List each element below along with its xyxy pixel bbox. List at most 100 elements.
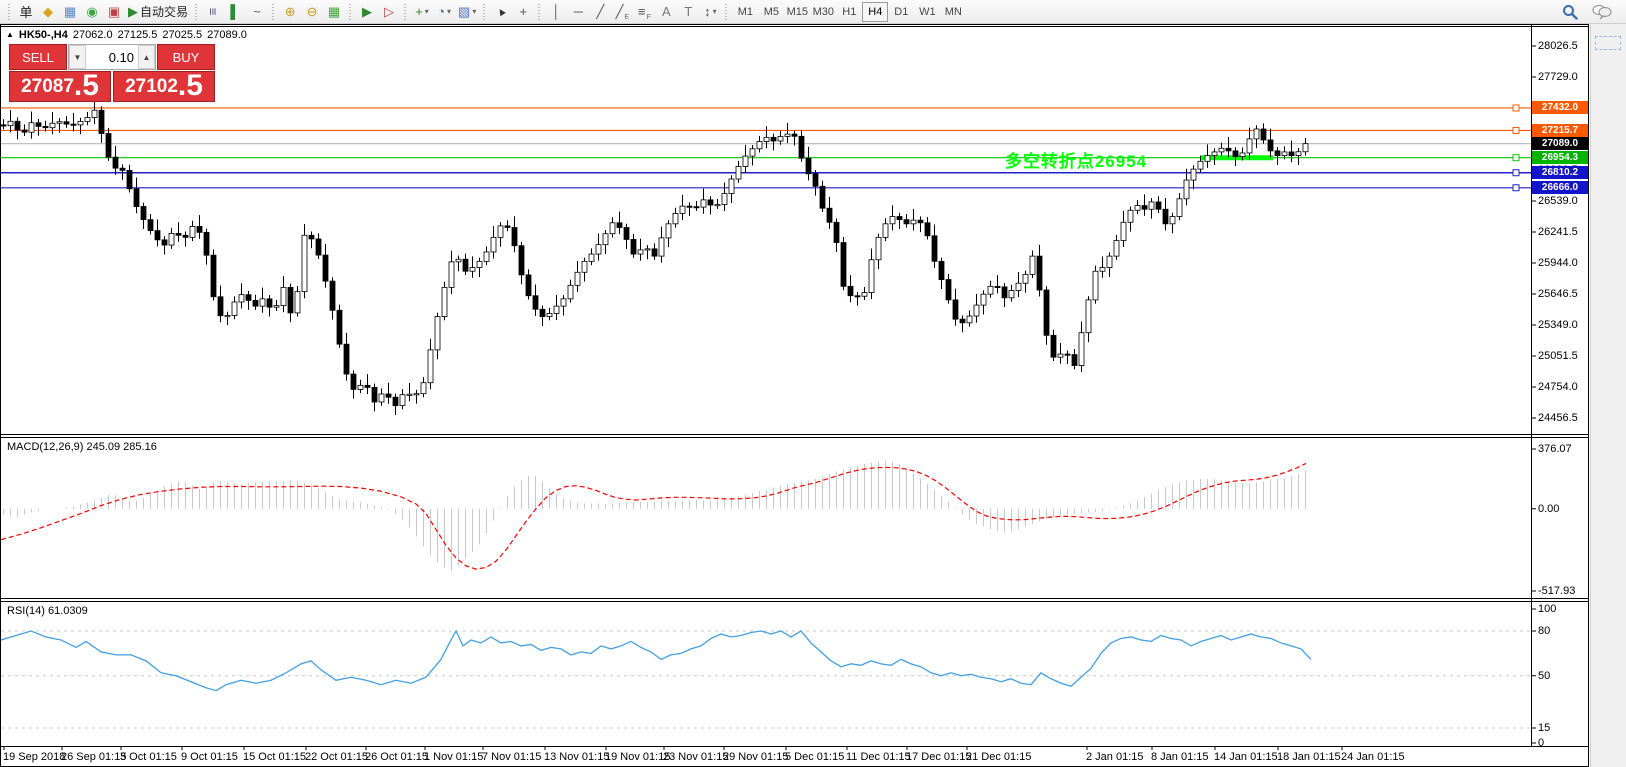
timeframe-H1[interactable]: H1 <box>842 5 857 18</box>
hline-handle[interactable] <box>1512 126 1520 134</box>
volume-up-button[interactable]: ▲ <box>138 45 155 69</box>
symbol-period: HK50-,H4 <box>18 29 68 41</box>
candle-body <box>651 248 658 257</box>
candle-body <box>952 299 959 320</box>
vertical-line-icon: │ <box>552 4 561 19</box>
line-chart-icon[interactable]: ~ <box>246 2 268 22</box>
candle-body <box>231 301 238 316</box>
collapse-panel-icon[interactable]: ▲ <box>6 30 14 39</box>
candle-body <box>434 316 441 351</box>
hline-handle[interactable] <box>1512 104 1520 112</box>
candle-body <box>70 123 77 126</box>
candle-body <box>1302 143 1309 153</box>
candle-body <box>322 254 329 282</box>
candle-body <box>364 384 371 388</box>
tile-windows-icon[interactable]: ▦ <box>323 2 345 22</box>
candle-body <box>105 133 112 158</box>
candle-body <box>133 188 140 207</box>
bar-chart-icon[interactable]: ≡ <box>202 2 224 22</box>
timeframe-M1[interactable]: M1 <box>737 5 753 18</box>
navigator-icon[interactable]: ◉ <box>81 2 103 22</box>
terminal-icon: ▣ <box>107 3 121 19</box>
candle-body <box>735 166 742 180</box>
text-label-icon[interactable]: T <box>677 2 699 22</box>
auto-scroll-icon[interactable]: ▶ <box>356 2 378 22</box>
candle-body <box>1022 273 1029 284</box>
indicators-icon-dropdown[interactable]: ▾ <box>424 7 429 16</box>
macd-splitter[interactable] <box>1 434 1588 438</box>
timeframe-D1[interactable]: D1 <box>894 5 909 18</box>
timeframe-MN[interactable]: MN <box>944 5 962 18</box>
hline-handle[interactable] <box>1512 169 1520 177</box>
timeframe-W1[interactable]: W1 <box>919 5 936 18</box>
timeframe-M15[interactable]: M15 <box>786 5 809 18</box>
orders-icon[interactable]: 单 <box>15 2 37 22</box>
periods-icon-dropdown[interactable]: ▾ <box>446 7 451 16</box>
zoom-out-icon[interactable]: ⊖ <box>301 2 323 22</box>
chat-icon[interactable] <box>1592 4 1612 20</box>
candle-body <box>623 227 630 240</box>
buy-button[interactable]: BUY <box>157 44 215 70</box>
candle-body <box>399 394 406 407</box>
candle-body <box>609 222 616 235</box>
timeframe-H4[interactable]: H4 <box>862 1 889 22</box>
buy-price-fraction: .5 <box>177 69 203 102</box>
templates-icon-dropdown[interactable]: ▾ <box>472 7 477 16</box>
crosshair-icon[interactable]: + <box>512 2 534 22</box>
timeframe-M5[interactable]: M5 <box>763 5 779 18</box>
zoom-in-icon[interactable]: ⊕ <box>279 2 301 22</box>
candle-body <box>581 260 588 273</box>
timeframe-M30[interactable]: M30 <box>812 5 835 18</box>
sell-button[interactable]: SELL <box>9 44 67 70</box>
candle-body <box>1197 160 1204 170</box>
time-label: 1 Nov 01:15 <box>424 751 484 763</box>
candle-body <box>14 120 21 131</box>
cursor-icon[interactable]: ▲ <box>490 2 512 22</box>
volume-input[interactable]: 0.10 <box>108 49 134 65</box>
navigator-icon: ◉ <box>86 3 98 19</box>
sell-price[interactable]: 27087.5 <box>9 71 111 102</box>
toolbar-grip <box>7 3 12 20</box>
chart-annotation-text[interactable]: 多空转折点26954 <box>1004 152 1148 171</box>
text-icon[interactable]: A <box>655 2 677 22</box>
candle-body <box>966 315 973 324</box>
candle-body <box>175 233 182 236</box>
vertical-line-icon[interactable]: │ <box>545 2 567 22</box>
candle-body <box>693 206 700 209</box>
hline-handle[interactable] <box>1512 154 1520 162</box>
chart-shift-icon[interactable]: ▷ <box>378 2 400 22</box>
chart-window: 28026.527729.027431.527134.026836.526539… <box>0 24 1589 767</box>
indicators-icon[interactable]: + ▾ <box>411 2 433 22</box>
arrows-icon[interactable]: ↕ ▾ <box>699 2 721 22</box>
trendline-icon[interactable]: ╱ <box>589 2 611 22</box>
candlestick-chart-icon[interactable]: ▌ <box>224 2 246 22</box>
price-tick-label: 26241.5 <box>1538 226 1578 238</box>
periods-icon[interactable]: ◔ ▾ <box>433 2 455 22</box>
fibonacci-icon[interactable]: ≡ F <box>633 2 655 22</box>
new-order-icon[interactable]: ◆ <box>37 2 59 22</box>
candle-body <box>427 349 434 384</box>
market-watch-icon[interactable]: ▦ <box>59 2 81 22</box>
candle-body <box>840 242 847 287</box>
fibonacci-icon: ≡ <box>637 4 646 19</box>
tile-windows-icon: ▦ <box>327 3 341 19</box>
arrows-icon-dropdown[interactable]: ▾ <box>712 7 717 16</box>
candle-body <box>1169 216 1176 225</box>
time-label: 19 Nov 01:15 <box>605 751 671 763</box>
templates-icon[interactable]: ▧ ▾ <box>455 2 479 22</box>
candle-body <box>924 222 931 237</box>
terminal-icon[interactable]: ▣ <box>103 2 125 22</box>
search-icon[interactable] <box>1562 4 1578 20</box>
equidistant-channel-icon: ╱ <box>615 3 624 19</box>
horizontal-line-icon[interactable]: ─ <box>567 2 589 22</box>
candle-body <box>28 122 35 133</box>
volume-down-button[interactable]: ▼ <box>69 45 86 69</box>
rsi-splitter[interactable] <box>1 598 1588 602</box>
time-label: 15 Oct 01:15 <box>243 751 306 763</box>
chart-canvas[interactable] <box>1 25 1588 766</box>
equidistant-channel-icon[interactable]: ╱ E <box>611 2 633 22</box>
autotrading-button[interactable]: ▶ 自动交易 <box>125 2 191 22</box>
hline-handle[interactable] <box>1512 184 1520 192</box>
price-tag-26810.2: 26810.2 <box>1532 166 1588 180</box>
buy-price[interactable]: 27102.5 <box>113 71 215 102</box>
